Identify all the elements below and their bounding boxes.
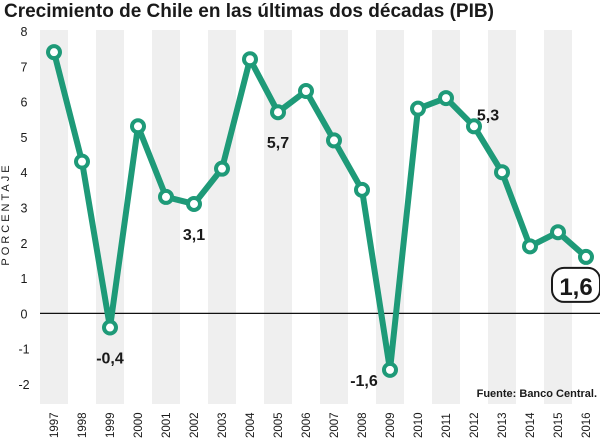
data-label: -1,6 [350, 373, 378, 390]
data-point [158, 188, 174, 205]
y-tick-label: 5 [21, 131, 28, 145]
data-point [46, 44, 62, 61]
y-tick-label: 0 [21, 307, 28, 321]
y-tick-label: -1 [18, 343, 29, 357]
series-line-group [46, 44, 594, 378]
data-point [382, 361, 398, 378]
x-tick-label: 2005 [273, 412, 285, 438]
column-band [488, 30, 516, 404]
data-point [326, 132, 342, 149]
column-band [544, 30, 572, 404]
x-tick-label: 2007 [329, 412, 341, 438]
y-tick-label: 2 [21, 237, 28, 251]
data-point [578, 248, 594, 265]
x-tick-label: 2014 [525, 412, 537, 438]
data-label: 5,7 [267, 135, 289, 152]
data-point [550, 224, 566, 241]
data-point [186, 195, 202, 212]
column-band [96, 30, 124, 404]
column-band [376, 30, 404, 404]
data-point [214, 160, 230, 177]
y-tick-label: 6 [21, 96, 28, 110]
y-tick-label: 1 [21, 272, 28, 286]
x-tick-label: 2006 [301, 412, 313, 438]
x-tick-label: 2001 [161, 412, 173, 438]
data-point [270, 104, 286, 121]
x-tick-label: 2004 [245, 412, 257, 438]
y-tick-label: -2 [18, 378, 29, 392]
x-tick-label: 2000 [133, 412, 145, 438]
y-tick-label: 3 [21, 202, 28, 216]
x-tick-label: 2002 [189, 412, 201, 438]
data-point [74, 153, 90, 170]
x-tick-label: 2011 [441, 413, 453, 438]
data-label: -0,4 [96, 351, 124, 368]
series-line [51, 49, 589, 373]
x-tick-label: 2012 [469, 412, 481, 438]
data-point [354, 181, 370, 198]
y-tick-label: 7 [21, 60, 28, 74]
data-labels: -0,4 3,1 5,7 -1,6 5,3 1,6 [96, 107, 600, 390]
x-tick-label: 2003 [217, 412, 229, 438]
column-band [152, 30, 180, 404]
x-tick-label: 2008 [357, 412, 369, 438]
data-point [298, 83, 314, 100]
x-tick-label: 2009 [385, 412, 397, 438]
column-bands [40, 30, 572, 404]
x-tick-label: 2013 [497, 412, 509, 438]
y-axis-label: PORCENTAJE [0, 162, 12, 265]
y-axis-ticks: 8 7 6 5 4 3 2 1 0 -1 -2 [18, 25, 29, 392]
data-point [522, 238, 538, 255]
source-note: Fuente: Banco Central. [477, 388, 597, 400]
chart-title: Crecimiento de Chile en las últimas dos … [4, 1, 494, 22]
x-tick-label: 1998 [77, 412, 89, 438]
x-tick-label: 1997 [49, 412, 61, 438]
data-point [410, 100, 426, 117]
data-label: 5,3 [477, 107, 499, 124]
column-band [320, 30, 348, 404]
data-point [102, 319, 118, 336]
data-point [494, 164, 510, 181]
y-tick-label: 4 [21, 166, 28, 180]
highlight-label-box [551, 266, 600, 303]
data-point [130, 118, 146, 135]
x-axis-ticks: 1997 1998 1999 2000 2001 2002 2003 2004 2005 2006… [49, 412, 593, 438]
x-tick-label: 2010 [413, 412, 425, 438]
x-tick-label: 1999 [105, 412, 117, 438]
data-point [438, 90, 454, 107]
y-tick-label: 8 [21, 25, 28, 39]
data-label: 3,1 [183, 227, 205, 244]
column-band [432, 30, 460, 404]
column-band [264, 30, 292, 404]
column-band [208, 30, 236, 404]
data-point [242, 51, 258, 68]
x-tick-label: 2015 [553, 412, 565, 438]
x-tick-label: 2016 [581, 412, 593, 438]
highlight-data-label: 1,6 [559, 274, 592, 301]
data-point [466, 118, 482, 135]
